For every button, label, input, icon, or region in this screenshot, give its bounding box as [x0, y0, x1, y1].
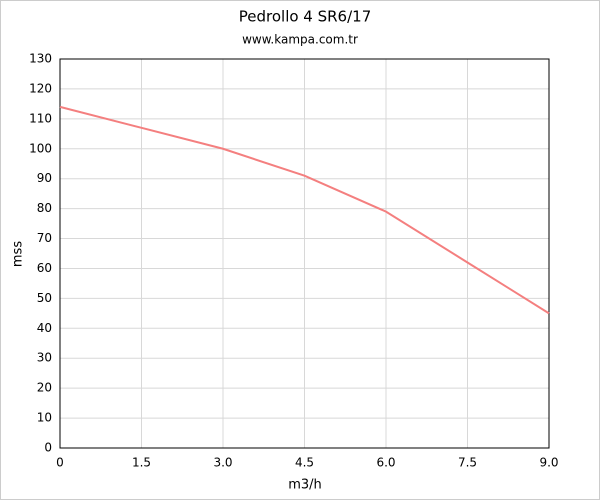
y-tick-label: 60: [37, 261, 52, 275]
x-tick-label: 7.5: [458, 456, 477, 470]
y-tick-label: 70: [37, 231, 52, 245]
y-tick-label: 100: [29, 141, 52, 155]
y-tick-label: 90: [37, 171, 52, 185]
chart-title: Pedrollo 4 SR6/17: [239, 8, 372, 26]
x-tick-label: 4.5: [295, 456, 314, 470]
y-axis-label: mss: [11, 241, 26, 267]
x-tick-label: 6.0: [376, 456, 395, 470]
y-tick-label: 10: [37, 411, 52, 425]
y-tick-label: 0: [44, 441, 52, 455]
y-tick-label: 50: [37, 291, 52, 305]
y-tick-label: 130: [29, 52, 52, 66]
plot-border: [59, 58, 550, 449]
y-tick-label: 80: [37, 201, 52, 215]
x-axis-label: m3/h: [288, 478, 322, 493]
x-tick-label: 1.5: [132, 456, 151, 470]
y-tick-label: 110: [29, 111, 52, 125]
chart-subtitle: www.kampa.com.tr: [242, 33, 358, 47]
y-tick-label: 40: [37, 321, 52, 335]
data-line: [59, 105, 550, 315]
y-tick-label: 120: [29, 81, 52, 95]
y-tick-label: 30: [37, 351, 52, 365]
y-tick-label: 20: [37, 381, 52, 395]
x-tick-label: 3.0: [213, 456, 232, 470]
x-tick-label: 0: [56, 456, 64, 470]
x-tick-label: 9.0: [539, 456, 558, 470]
